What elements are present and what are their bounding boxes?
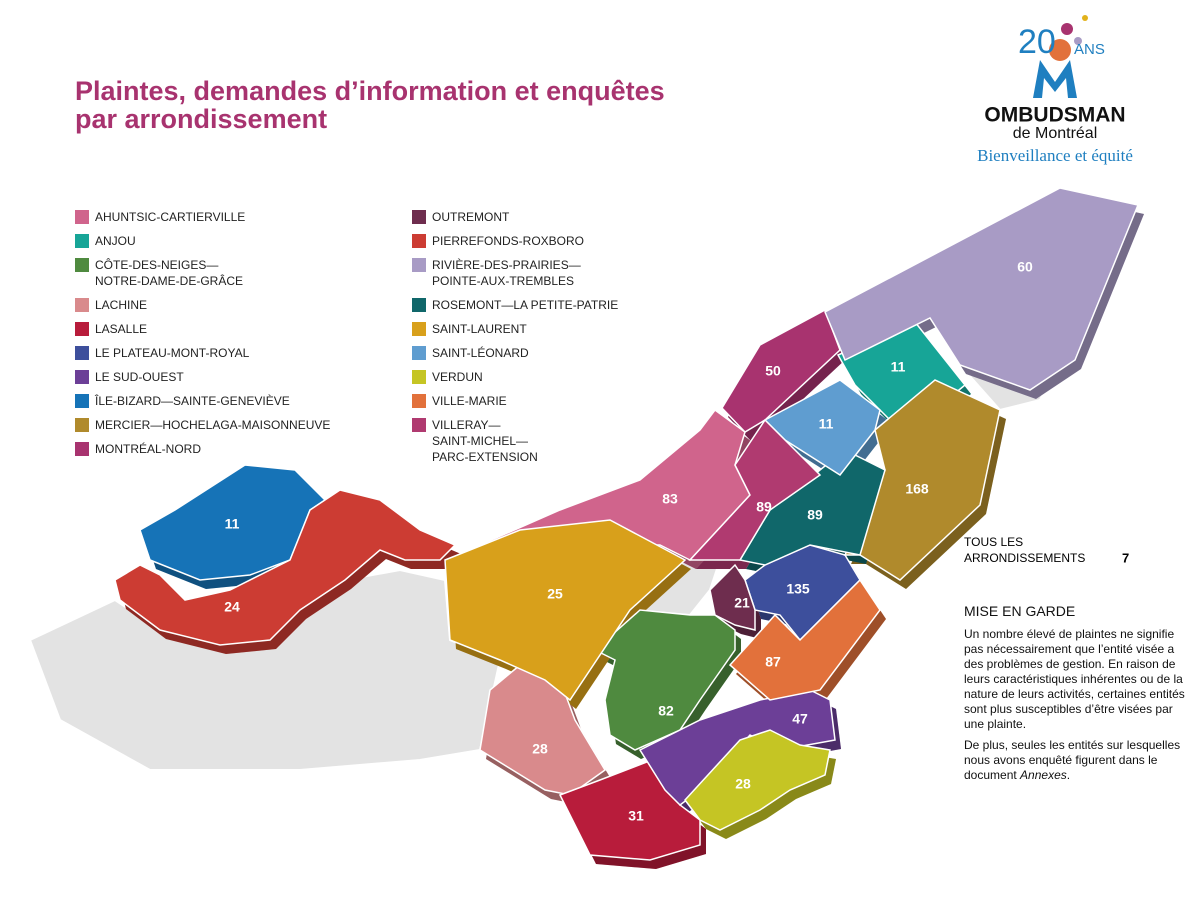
legend-swatch bbox=[412, 394, 426, 408]
legend-swatch bbox=[75, 322, 89, 336]
title-line: Plaintes, demandes d’information et enqu… bbox=[75, 76, 665, 106]
district-value: 89 bbox=[756, 499, 772, 515]
district-region bbox=[721, 308, 841, 433]
logo-circle bbox=[1049, 39, 1071, 61]
map: 83 11 82 28 31 135 47 11 168 50 21 24 60 89 25 11 28 87 89 bbox=[28, 187, 1144, 869]
legend-label: AHUNTSIC-CARTIERVILLE bbox=[95, 210, 245, 224]
legend-label: LE PLATEAU-MONT-ROYAL bbox=[95, 346, 250, 360]
legend-swatch bbox=[412, 346, 426, 360]
legend: AHUNTSIC-CARTIERVILLE ANJOU CÔTE-DES-NEIGE… bbox=[75, 210, 618, 464]
legend-swatch bbox=[75, 442, 89, 456]
district-value: 60 bbox=[1017, 259, 1033, 275]
legend-label: POINTE-AUX-TREMBLES bbox=[432, 274, 574, 288]
legend-swatch bbox=[75, 418, 89, 432]
legend-label: ANJOU bbox=[95, 234, 136, 248]
text: . bbox=[1066, 768, 1071, 782]
district-value: 24 bbox=[224, 599, 240, 615]
warning-heading: MISE EN GARDE bbox=[964, 603, 1076, 619]
legend-swatch bbox=[412, 298, 426, 312]
legend-swatch bbox=[412, 370, 426, 384]
district-region bbox=[728, 578, 881, 701]
warning-paragraph: De plus, seules les entités sur lesquell… bbox=[964, 738, 1196, 783]
district-value: 21 bbox=[734, 595, 750, 611]
district-value: 25 bbox=[547, 586, 563, 602]
district-value: 50 bbox=[765, 363, 781, 379]
district-region bbox=[684, 729, 831, 831]
district-region bbox=[444, 519, 687, 702]
all-districts-label: TOUS LES bbox=[964, 535, 1023, 549]
district-value: 87 bbox=[765, 654, 781, 670]
legend-swatch bbox=[75, 346, 89, 360]
legend-label: LASALLE bbox=[95, 322, 147, 336]
legend-label: OUTREMONT bbox=[432, 210, 510, 224]
district-value: 28 bbox=[735, 776, 751, 792]
logo-years: 20 bbox=[1018, 23, 1056, 61]
district-value: 31 bbox=[628, 808, 644, 824]
legend-label: PARC-EXTENSION bbox=[432, 450, 538, 464]
district-value: 28 bbox=[532, 741, 548, 757]
district-value: 89 bbox=[807, 507, 823, 523]
logo-tagline: Bienveillance et équité bbox=[977, 146, 1133, 165]
district-value: 47 bbox=[792, 711, 808, 727]
legend-swatch bbox=[412, 258, 426, 272]
legend-label: MONTRÉAL-NORD bbox=[95, 441, 201, 456]
legend-label: ÎLE-BIZARD—SAINTE-GENEVIÈVE bbox=[94, 393, 290, 408]
legend-label: RIVIÈRE-DES-PRAIRIES— bbox=[432, 257, 581, 272]
district-value: 11 bbox=[891, 359, 906, 375]
legend-swatch bbox=[75, 370, 89, 384]
district-value: 11 bbox=[225, 516, 240, 532]
logo-m bbox=[1033, 60, 1077, 98]
legend-swatch bbox=[75, 234, 89, 248]
legend-label: PIERREFONDS-ROXBORO bbox=[432, 234, 584, 248]
legend-label: VERDUN bbox=[432, 370, 483, 384]
warning-paragraph: Un nombre élevé de plaintes ne signifie … bbox=[964, 627, 1185, 731]
district-value: 168 bbox=[905, 481, 929, 497]
legend-swatch bbox=[412, 418, 426, 432]
logo-dot bbox=[1061, 23, 1073, 35]
legend-label: LE SUD-OUEST bbox=[95, 370, 184, 384]
district-region bbox=[688, 418, 822, 561]
logo-years-word: ANS bbox=[1074, 41, 1105, 58]
district-value: 82 bbox=[658, 703, 674, 719]
logo-dot bbox=[1082, 15, 1088, 21]
legend-swatch bbox=[412, 210, 426, 224]
legend-swatch bbox=[412, 322, 426, 336]
legend-label: VILLE-MARIE bbox=[432, 394, 507, 408]
logo: 20 ANS OMBUDSMAN de Montréal Bienveillan… bbox=[977, 15, 1133, 165]
logo-city: de Montréal bbox=[1013, 125, 1098, 142]
legend-label: ROSEMONT—LA PETITE-PATRIE bbox=[432, 298, 618, 312]
logo-name: OMBUDSMAN bbox=[984, 104, 1125, 127]
legend-label: CÔTE-DES-NEIGES— bbox=[95, 257, 218, 272]
district-region bbox=[114, 489, 457, 646]
legend-swatch bbox=[75, 298, 89, 312]
legend-label: MERCIER—HOCHELAGA-MAISONNEUVE bbox=[95, 418, 330, 432]
legend-label: LACHINE bbox=[95, 298, 147, 312]
all-districts-label: ARRONDISSEMENTS bbox=[964, 551, 1085, 565]
warning: MISE EN GARDE Un nombre élevé de plainte… bbox=[964, 604, 1196, 789]
text: Annexes bbox=[1020, 768, 1067, 782]
district-value: 135 bbox=[786, 581, 810, 597]
district-value: 11 bbox=[819, 416, 834, 432]
district-region bbox=[709, 563, 756, 631]
text: De plus, seules les entités sur lesquell… bbox=[964, 738, 1181, 782]
legend-label: SAINT-MICHEL— bbox=[432, 434, 528, 448]
district-value: 83 bbox=[662, 491, 678, 507]
legend-swatch bbox=[75, 258, 89, 272]
all-districts-value: 7 bbox=[1122, 550, 1129, 565]
logo-dot bbox=[1074, 37, 1082, 45]
legend-label: VILLERAY— bbox=[432, 418, 500, 432]
district-region bbox=[479, 664, 606, 796]
legend-swatch bbox=[412, 234, 426, 248]
district-region bbox=[593, 609, 736, 751]
legend-swatch bbox=[75, 210, 89, 224]
legend-swatch bbox=[75, 394, 89, 408]
legend-label: SAINT-LAURENT bbox=[432, 322, 527, 336]
legend-label: SAINT-LÉONARD bbox=[432, 345, 529, 360]
legend-label: NOTRE-DAME-DE-GRÂCE bbox=[95, 273, 243, 288]
district-region bbox=[824, 187, 1140, 391]
title-line: par arrondissement bbox=[75, 104, 327, 134]
